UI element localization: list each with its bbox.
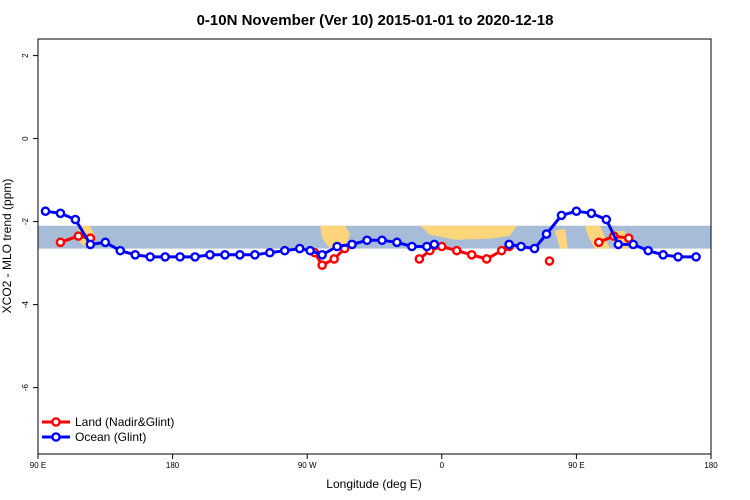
data-point [160,252,170,262]
data-point [294,243,305,254]
data-point [556,210,567,221]
data-point [329,254,339,264]
data-point [496,245,507,256]
data-point [643,245,653,256]
data-point [347,239,357,250]
data-point [73,231,84,241]
x-tick-label: 90 W [298,461,317,470]
data-point [70,214,81,225]
series-layer [40,206,701,270]
legend-label: Ocean (Glint) [75,430,146,444]
land-shape [320,225,350,249]
y-tick-label: 0 [21,136,30,141]
data-point [601,214,612,225]
data-point [115,245,126,256]
data-point [658,249,668,260]
data-point [422,241,432,252]
data-point [594,237,604,248]
data-point [529,243,540,254]
data-point [544,256,555,266]
y-axis-label: XCO2 - MLO trend (ppm) [0,179,14,314]
data-point [40,206,51,217]
data-point [516,241,526,252]
land-shape [420,225,517,240]
data-point [362,235,372,246]
data-point [130,249,141,260]
data-point [55,208,66,219]
data-point [317,260,327,270]
chart-title: 0-10N November (Ver 10) 2015-01-01 to 20… [197,12,554,29]
data-point [429,239,440,250]
data-point [205,249,215,260]
data-point [451,245,462,256]
series-line [45,209,435,259]
data-point [407,241,417,252]
plot-frame [37,38,712,455]
data-point [190,252,200,262]
data-point [466,249,477,260]
x-axis-label: Longitude (deg E) [326,477,421,491]
y-tick-label: -6 [21,383,30,391]
data-point [377,235,387,246]
data-point [279,245,290,256]
data-point [436,241,447,252]
data-point [175,252,185,262]
data-point [571,206,582,217]
legend: Land (Nadir&Glint)Ocean (Glint) [42,415,174,444]
y-tick-label: -4 [21,300,30,308]
data-point [265,247,275,258]
data-point [392,237,402,248]
x-tick-label: 180 [166,461,180,470]
data-point [332,241,342,252]
land-shape [585,225,610,249]
legend-label: Land (Nadir&Glint) [75,415,174,429]
y-axis: 2 0 -2 -4 -6 [21,53,38,391]
data-point [235,249,245,260]
data-point [100,237,111,248]
land-shape [555,228,568,249]
x-tick-label: 180 [704,461,718,470]
legend-marker [51,432,61,442]
data-point [628,239,639,250]
x-tick-label: 90 E [30,461,46,470]
data-point [673,252,683,262]
y-tick-label: -2 [21,217,30,225]
data-point [317,249,327,260]
x-tick-label: 90 E [568,461,584,470]
legend-marker [51,417,61,427]
data-point [414,254,425,264]
y-tick-label: 2 [21,53,30,58]
data-point [55,237,66,248]
x-axis: 90 E 180 90 W 0 90 E 180 [30,454,718,470]
data-point [586,208,597,219]
x-tick-label: 0 [440,461,445,470]
data-point [220,249,230,260]
data-point [481,254,492,264]
data-point [145,252,155,262]
data-point [623,233,634,243]
data-point [504,239,514,250]
data-point [541,229,552,239]
data-point [613,239,624,250]
data-point [85,239,96,250]
series-line [313,247,346,267]
series-ocean [40,206,701,262]
data-point [250,249,260,260]
data-point [305,245,315,256]
data-point [691,252,701,262]
